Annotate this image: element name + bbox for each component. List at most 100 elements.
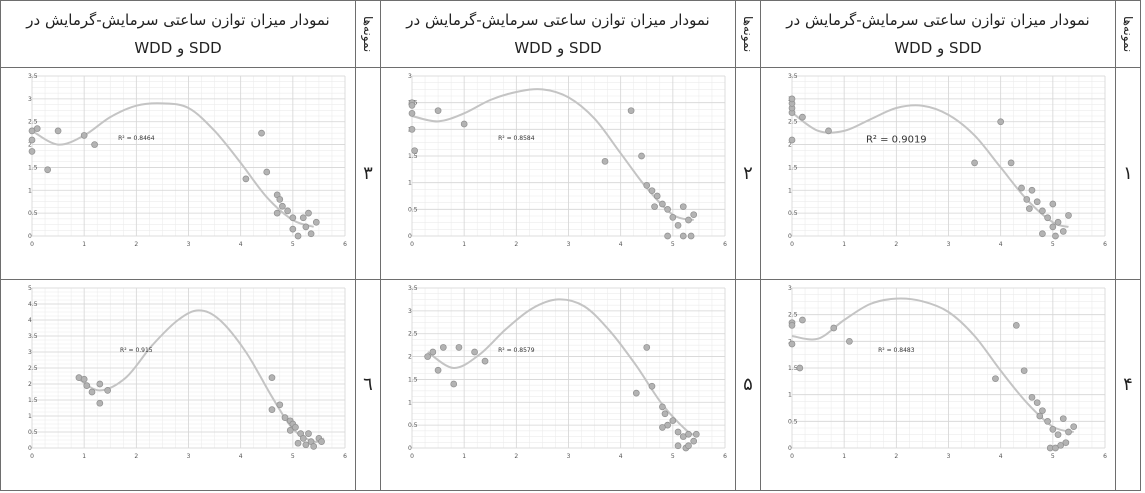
y-tick-label: 2 — [28, 142, 32, 149]
data-point — [263, 168, 271, 176]
data-point — [1070, 423, 1078, 430]
sample-number: ۱ — [1115, 67, 1141, 280]
data-point — [302, 441, 310, 448]
data-point — [992, 375, 999, 382]
data-point — [674, 428, 682, 436]
column-title-line1: نمودار میزان توازن ساعتی سرمایش-گرمایش د… — [406, 11, 710, 30]
trendline — [427, 298, 700, 436]
column-title-line2: SDD و WDD — [894, 39, 982, 58]
x-tick-label: 0 — [30, 241, 34, 248]
trendline — [791, 297, 1074, 433]
data-point — [33, 125, 41, 133]
data-point — [289, 226, 297, 233]
x-tick-label: 3 — [947, 453, 951, 460]
x-tick-label: 2 — [894, 453, 898, 460]
data-point — [434, 366, 442, 374]
data-point — [80, 375, 88, 383]
data-point — [799, 114, 806, 121]
y-tick-label: 4.5 — [28, 301, 38, 308]
y-tick-label: 5 — [28, 285, 32, 292]
samples-header-cell: نمونه‌ها — [735, 0, 761, 69]
data-point — [1028, 187, 1036, 194]
r-squared-label: R² = 0.8483 — [878, 347, 915, 354]
data-point — [1054, 431, 1062, 438]
y-tick-label: 3 — [788, 285, 792, 292]
x-tick-label: 4 — [619, 241, 623, 248]
data-point — [690, 437, 698, 445]
x-tick-label: 2 — [894, 241, 898, 248]
data-point — [679, 203, 687, 211]
y-tick-label: 1.5 — [28, 397, 38, 404]
data-point — [318, 438, 325, 445]
data-point — [669, 416, 677, 424]
x-tick-label: 0 — [30, 453, 34, 460]
data-point — [1054, 219, 1062, 226]
data-point — [1018, 184, 1025, 192]
y-tick-label: 0.5 — [408, 207, 418, 214]
x-tick-label: 4 — [239, 241, 243, 248]
data-point — [292, 423, 299, 431]
data-point — [88, 388, 96, 396]
data-point — [788, 321, 796, 329]
sample-number: ۳ — [355, 67, 381, 280]
data-point — [1049, 200, 1057, 208]
y-tick-label: 3.5 — [408, 285, 418, 292]
data-point — [96, 399, 104, 407]
y-tick-label: 1 — [28, 188, 32, 195]
data-point — [307, 230, 315, 238]
data-point — [1062, 439, 1070, 446]
data-point — [653, 192, 661, 200]
x-tick-label: 5 — [1051, 241, 1055, 248]
y-tick-label: 0 — [408, 445, 412, 452]
y-tick-label: 2.5 — [28, 365, 38, 372]
data-point — [1007, 159, 1015, 167]
y-tick-label: 0 — [28, 445, 32, 452]
y-tick-label: 2.5 — [28, 119, 38, 126]
data-point — [1036, 412, 1044, 420]
data-point — [439, 343, 447, 351]
y-tick-label: 0 — [788, 445, 792, 452]
y-tick-label: 4 — [28, 317, 32, 324]
y-tick-label: 0 — [408, 233, 412, 240]
x-tick-label: 1 — [82, 241, 86, 248]
data-point — [799, 316, 806, 324]
y-tick-label: 2.5 — [788, 311, 798, 318]
data-point — [648, 187, 656, 195]
data-point — [1020, 367, 1028, 374]
x-tick-label: 3 — [187, 453, 191, 460]
data-point — [788, 136, 796, 144]
data-point — [1044, 417, 1051, 425]
y-tick-label: 3 — [28, 349, 32, 356]
data-point — [434, 107, 442, 115]
x-tick-label: 2 — [134, 241, 138, 248]
trendline — [411, 88, 694, 222]
sample-number: ۴ — [1115, 278, 1141, 492]
samples-header-cell: نمونه‌ها — [1115, 0, 1141, 69]
sample-number: ٦ — [355, 278, 381, 492]
data-point — [429, 348, 437, 356]
y-tick-label: 1 — [408, 180, 412, 187]
data-point — [1026, 205, 1033, 213]
data-point — [302, 223, 310, 231]
data-point — [648, 382, 656, 390]
data-point — [1012, 321, 1020, 329]
data-point — [830, 324, 838, 332]
r-squared-label: R² = 0.9019 — [866, 135, 927, 146]
data-point — [1033, 399, 1041, 406]
data-point — [659, 200, 666, 208]
data-point — [1052, 232, 1059, 240]
x-tick-label: 1 — [462, 453, 466, 460]
y-tick-label: 1.5 — [28, 165, 38, 172]
data-point — [460, 120, 468, 128]
x-tick-label: 2 — [134, 453, 138, 460]
scatter-chart: 0 0.5 1 1.5 2 2.5 3 3.5 0 1 2 3 4 5 6 R² = 0.8464 — [28, 73, 347, 248]
data-point — [83, 382, 91, 389]
r-squared-label: R² = 0.8584 — [498, 135, 535, 142]
data-point — [825, 127, 832, 135]
chart-cell: 0 0.5 1 1.5 2 2.5 3 3.5 4 4.5 5 0 1 2 3 4 5 6 R² = 0.915 — [0, 278, 356, 492]
data-point — [690, 211, 698, 219]
data-point — [96, 380, 104, 388]
y-tick-label: 3 — [408, 308, 412, 315]
